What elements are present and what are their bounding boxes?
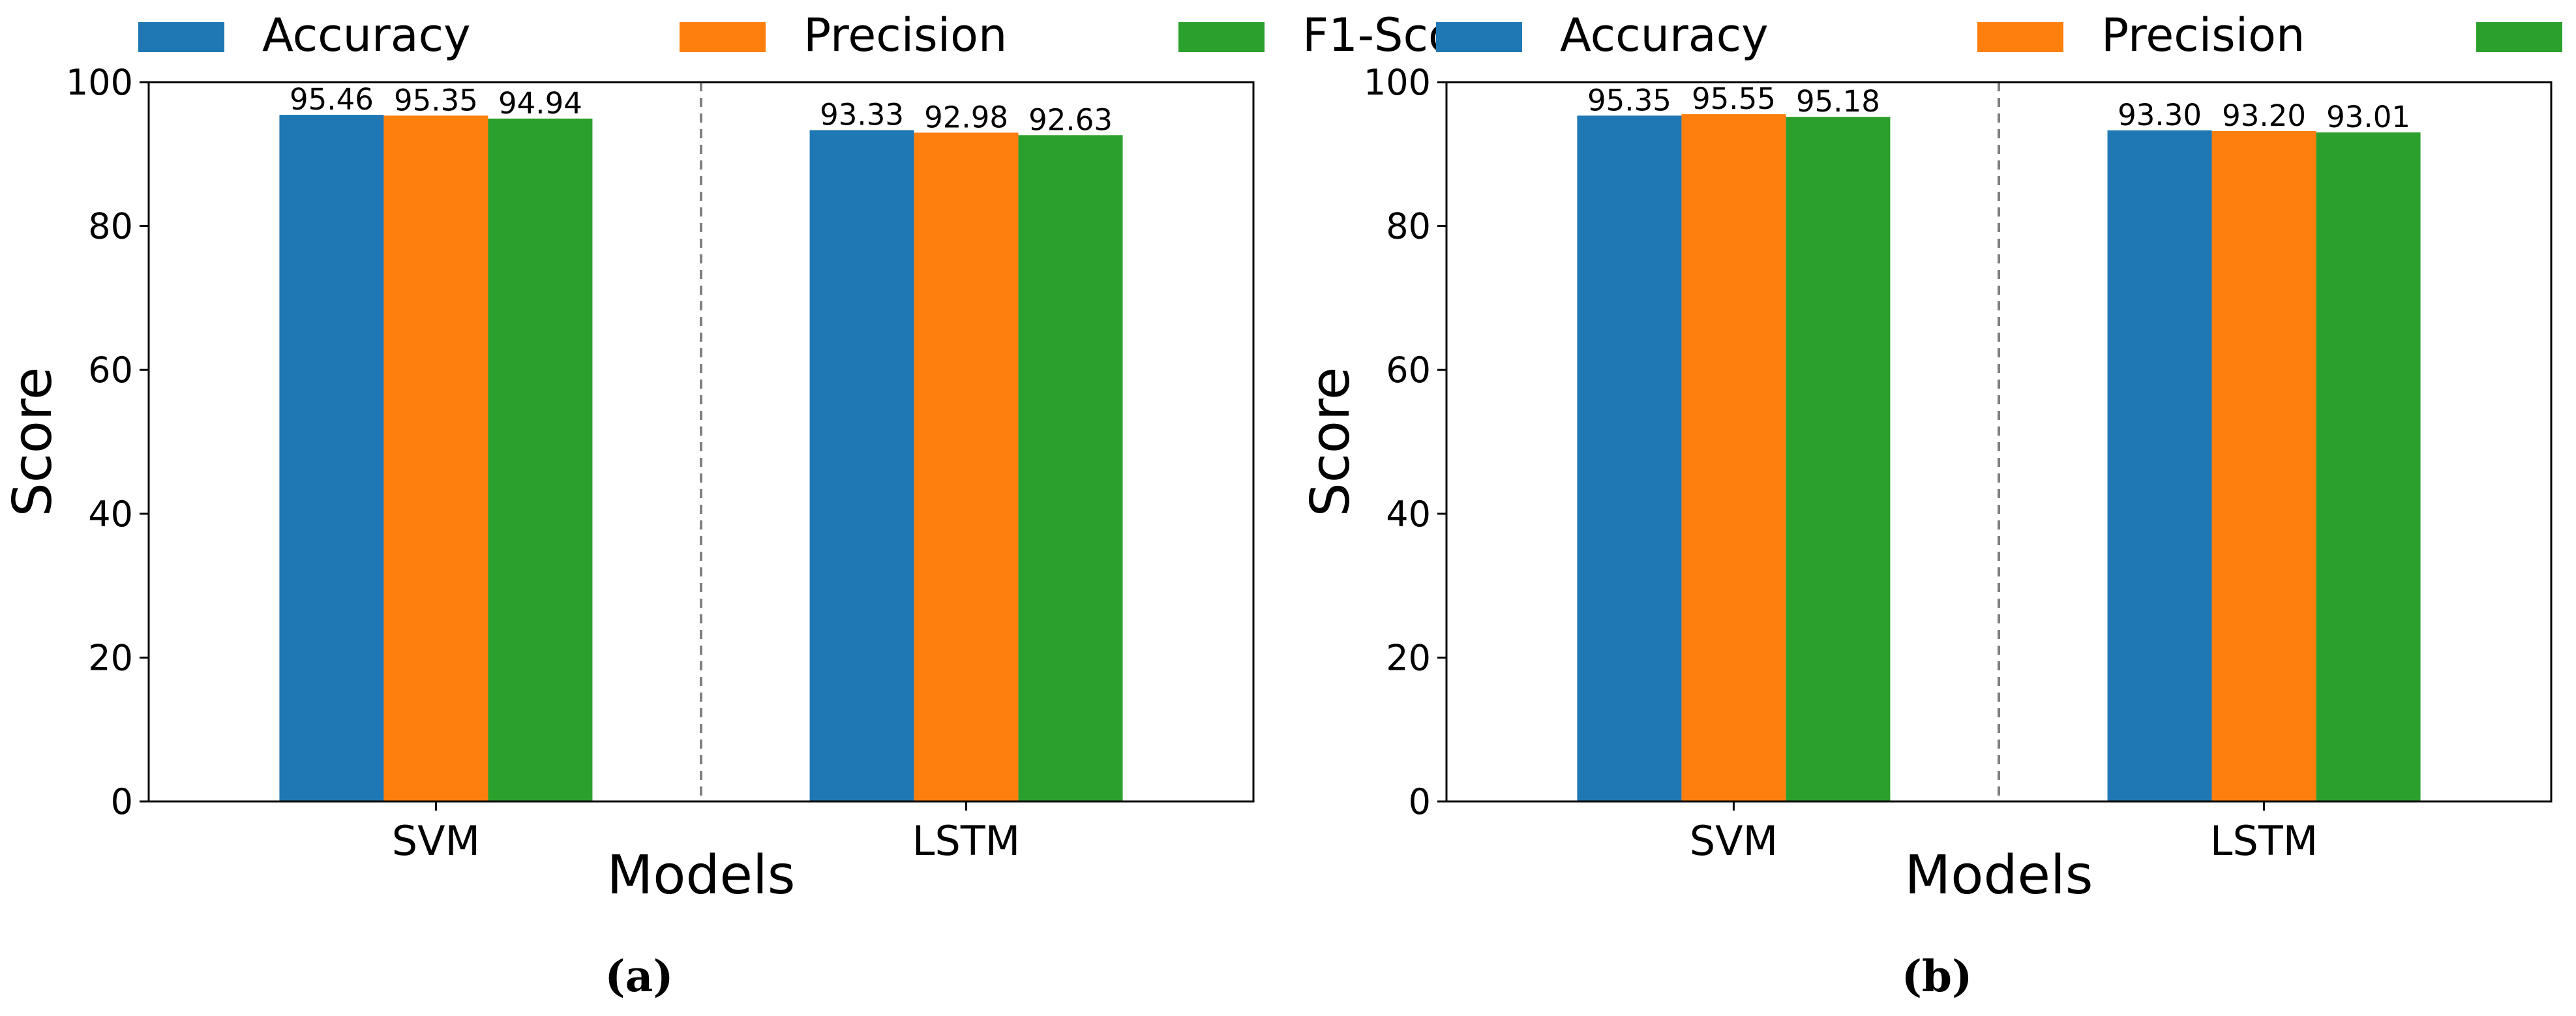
legend-swatch-precision xyxy=(680,22,766,52)
bar-value-label: 95.55 xyxy=(1692,82,1776,116)
legend-swatch-f1-score xyxy=(2476,22,2562,52)
legend-label: Accuracy xyxy=(262,8,471,62)
bar-lstm-f1-score xyxy=(2316,132,2421,801)
bar-value-label: 95.18 xyxy=(1796,84,1880,119)
legend-swatch-accuracy xyxy=(138,22,224,52)
chart-panel-2: AccuracyPrecisionF1-Score95.3595.5595.18… xyxy=(1300,8,2562,1002)
bar-value-label: 93.20 xyxy=(2222,98,2306,133)
bar-lstm-precision xyxy=(2211,131,2316,801)
legend-swatch-accuracy xyxy=(1436,22,1522,52)
bar-lstm-precision xyxy=(914,132,1019,801)
y-tick-label: 0 xyxy=(111,781,133,822)
y-tick-label: 80 xyxy=(88,206,133,247)
y-tick-label: 80 xyxy=(1386,206,1431,247)
bar-svm-accuracy xyxy=(279,115,384,802)
bar-lstm-accuracy xyxy=(2107,130,2212,801)
panel-caption: (b) xyxy=(1902,951,1973,1002)
bar-value-label: 95.35 xyxy=(394,83,478,117)
bar-lstm-accuracy xyxy=(809,130,914,802)
bar-value-label: 92.98 xyxy=(924,100,1008,134)
bar-svm-f1-score xyxy=(488,118,593,802)
bar-value-label: 93.30 xyxy=(2118,98,2202,132)
panel-caption: (a) xyxy=(605,951,673,1002)
y-tick-label: 100 xyxy=(1364,62,1431,103)
legend-swatch-precision xyxy=(1977,22,2063,52)
y-tick-label: 40 xyxy=(88,494,133,535)
bar-lstm-f1-score xyxy=(1018,135,1123,801)
bar-value-label: 92.63 xyxy=(1028,102,1113,137)
y-tick-label: 100 xyxy=(66,62,133,103)
legend-label: Precision xyxy=(2101,8,2305,62)
y-tick-label: 20 xyxy=(1386,637,1431,678)
plot-frame xyxy=(1445,81,2553,803)
bar-value-label: 93.33 xyxy=(820,98,904,132)
bar-svm-f1-score xyxy=(1786,117,1891,802)
plot-frame xyxy=(147,81,1255,803)
bar-value-label: 95.35 xyxy=(1587,83,1671,117)
legend-label: Accuracy xyxy=(1560,8,1769,62)
legend-swatch-f1-score xyxy=(1178,22,1265,52)
y-tick-label: 60 xyxy=(1386,350,1431,391)
y-tick-label: 60 xyxy=(88,350,133,391)
bar-value-label: 95.46 xyxy=(290,82,374,117)
x-tick-label-lstm: LSTM xyxy=(912,817,1020,865)
bar-value-label: 94.94 xyxy=(498,86,582,121)
y-axis-label: Score xyxy=(2,367,64,517)
y-tick-label: 40 xyxy=(1386,494,1431,535)
y-axis-label: Score xyxy=(1300,367,1362,517)
x-tick-label-lstm: LSTM xyxy=(2210,817,2318,865)
x-tick-label-svm: SVM xyxy=(392,817,480,865)
bar-svm-precision xyxy=(1681,114,1786,801)
x-axis-label: Models xyxy=(607,844,796,906)
bar-svm-precision xyxy=(383,115,488,801)
y-tick-label: 0 xyxy=(1409,781,1431,822)
x-axis-label: Models xyxy=(1905,844,2093,906)
bar-svm-accuracy xyxy=(1577,115,1682,801)
bar-value-label: 93.01 xyxy=(2326,100,2410,134)
y-tick-label: 20 xyxy=(88,637,133,678)
x-tick-label-svm: SVM xyxy=(1690,817,1778,865)
legend-label: Precision xyxy=(803,8,1007,62)
